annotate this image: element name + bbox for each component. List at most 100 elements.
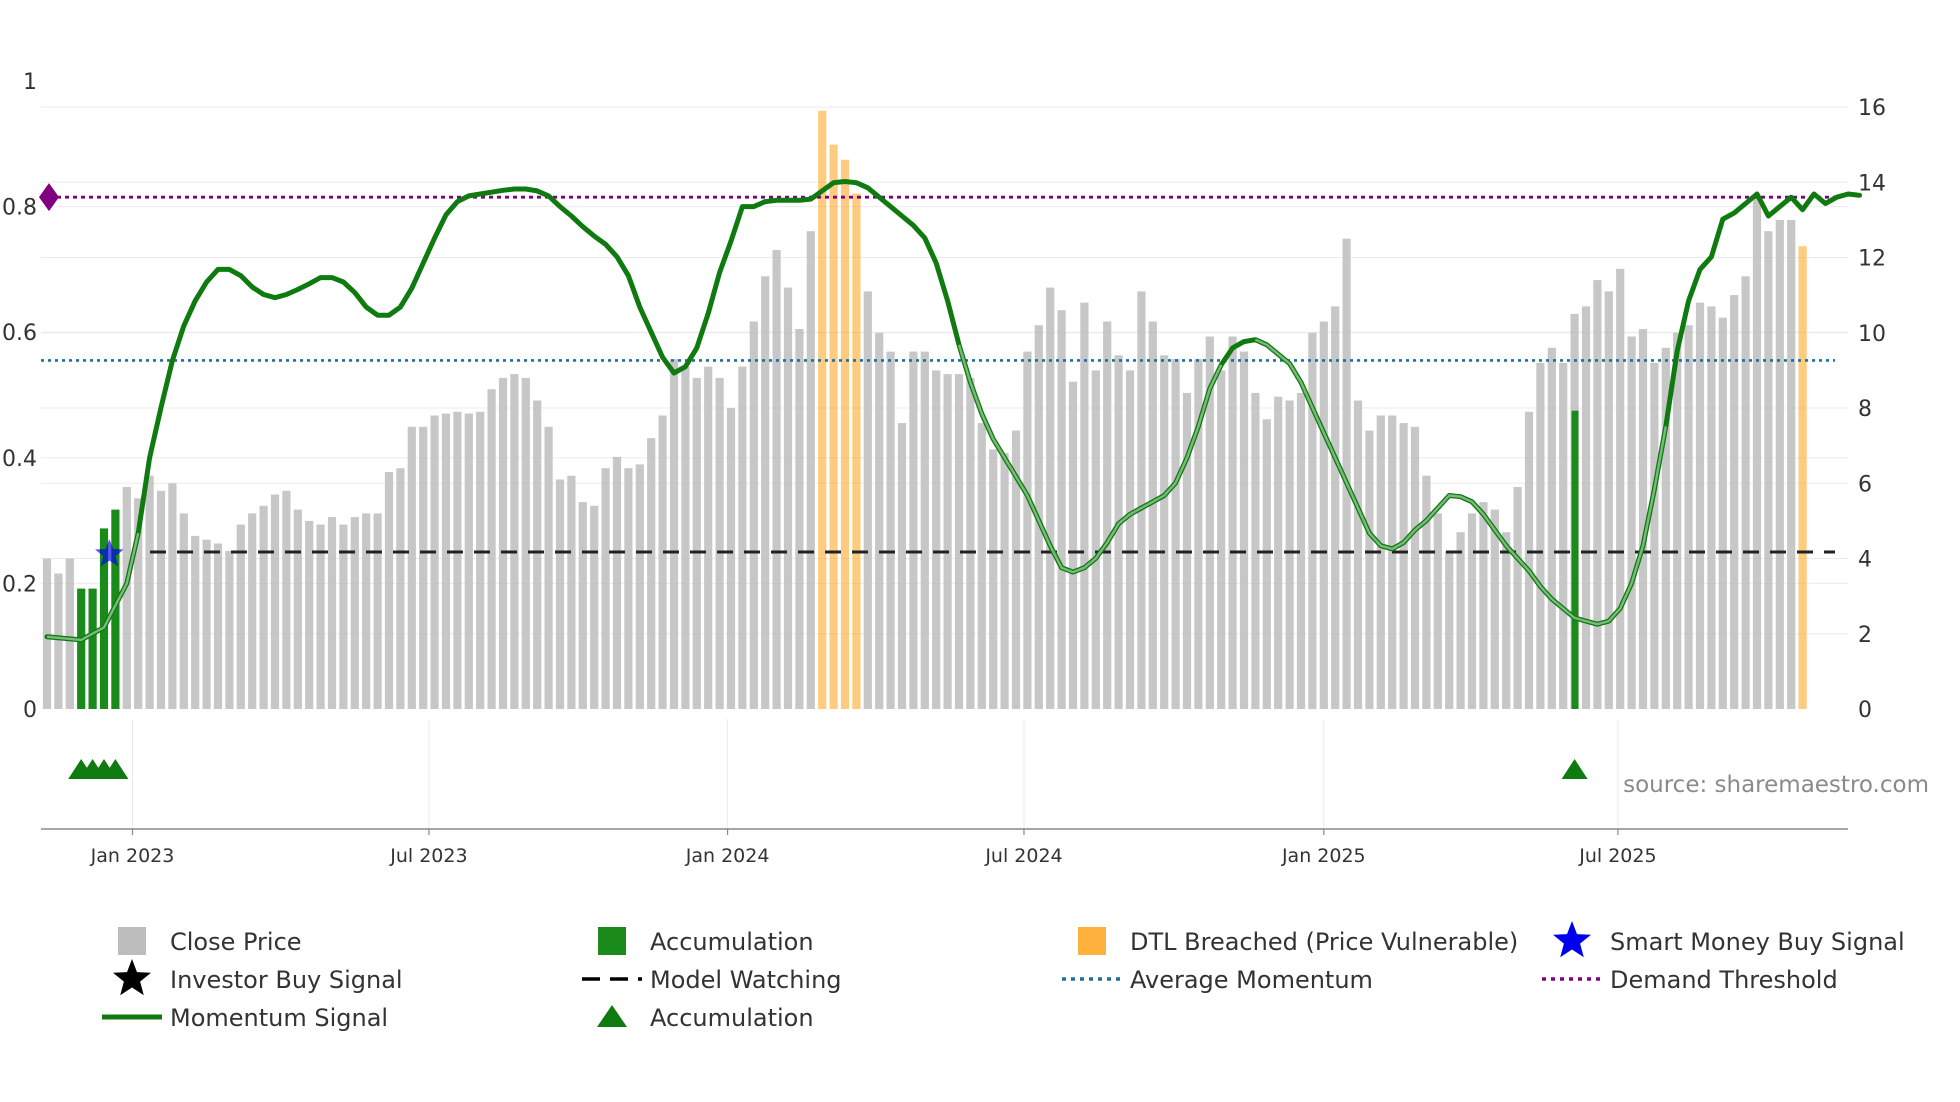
accumulation-bar: [1571, 410, 1579, 709]
price-bar: [1593, 280, 1602, 709]
price-bar: [362, 513, 371, 709]
price-bar: [122, 487, 131, 709]
price-bar: [977, 423, 986, 709]
price-bar: [1068, 381, 1078, 709]
price-bar: [510, 374, 519, 709]
price-bar: [1262, 419, 1271, 709]
price-bar: [1775, 219, 1784, 709]
reference-lines: [41, 195, 1835, 554]
price-bar: [1581, 306, 1591, 709]
price-bar: [293, 509, 302, 709]
price-bar: [1513, 487, 1522, 709]
price-bar: [1046, 287, 1055, 709]
price-bar: [715, 377, 724, 709]
legend-close-price-label: Close Price: [170, 928, 302, 956]
price-bar: [1433, 513, 1442, 709]
x-tick-label: Jan 2024: [685, 845, 770, 867]
price-bar: [1125, 370, 1135, 709]
price-bar: [42, 558, 52, 709]
price-bar: [1718, 317, 1727, 709]
legend-accumulation-swatch: [597, 1005, 627, 1027]
price-bar: [1764, 231, 1773, 709]
axes: 0 2 4 6 8 10 12 14 16 0 0.2 0.4 0.6 0.8 1 Jan 2023 Jul 2…: [2, 70, 1886, 867]
price-bar: [1296, 392, 1306, 709]
price-bar: [749, 321, 758, 709]
price-bar: [1239, 351, 1249, 709]
price-bar: [1467, 513, 1477, 709]
price-bar: [487, 389, 496, 709]
right-tick-label: 8: [1858, 397, 1872, 422]
legend-accumulation-label: Accumulation: [650, 1004, 814, 1032]
legend: Close Price Accumulation DTL Breached (Pri…: [102, 921, 1905, 1032]
price-bar: [327, 517, 337, 709]
dtl-breached-bar: [840, 159, 850, 709]
price-bar: [384, 472, 394, 709]
price-bar: [1604, 291, 1613, 709]
price-bar: [806, 231, 815, 709]
price-bar: [1365, 430, 1374, 709]
right-tick-label: 16: [1858, 96, 1886, 121]
price-bar: [772, 250, 781, 709]
right-tick-label: 4: [1858, 548, 1872, 573]
price-bar: [1114, 355, 1123, 709]
legend-close-price-swatch: [118, 927, 146, 955]
price-bar: [1445, 551, 1454, 709]
demand-threshold-marker: [39, 183, 59, 212]
price-bar: [1695, 302, 1705, 709]
price-bar: [1547, 347, 1556, 709]
price-bar: [225, 551, 234, 709]
left-tick-label: 0.6: [2, 321, 37, 346]
legend-momentum-signal-label: Momentum Signal: [170, 1004, 388, 1032]
price-bar: [1673, 332, 1682, 710]
price-bar: [1251, 392, 1260, 709]
price-bar: [373, 513, 382, 709]
price-bar: [1422, 475, 1431, 709]
dtl-breached-bar: [852, 193, 861, 709]
price-bar: [1536, 362, 1545, 709]
price-bar: [339, 524, 348, 709]
smart-money-buy-star: [95, 539, 124, 567]
left-tick-label: 1: [23, 70, 37, 95]
dtl-breached-bar: [1798, 246, 1807, 709]
price-bar: [1616, 268, 1625, 709]
price-bar: [1752, 197, 1762, 710]
accumulation-triangle-marker: [1561, 759, 1588, 779]
left-tick-label: 0.4: [2, 447, 37, 472]
momentum-signal: [44, 179, 1863, 643]
price-bar: [282, 490, 291, 709]
right-tick-label: 10: [1858, 322, 1886, 347]
price-bar: [1160, 355, 1169, 709]
price-bar: [1627, 336, 1636, 709]
price-bar: [1376, 415, 1385, 709]
price-bar: [761, 276, 770, 709]
price-bar: [1217, 370, 1226, 709]
price-bar: [179, 513, 188, 709]
price-bar: [191, 535, 200, 709]
price-bar: [795, 329, 804, 709]
price-bar: [419, 426, 428, 709]
price-bar: [1091, 370, 1100, 709]
price-bar: [213, 543, 223, 709]
price-bar: [1787, 219, 1796, 709]
right-tick-label: 2: [1858, 623, 1872, 648]
price-bar: [1194, 359, 1203, 709]
x-tick-label: Jul 2025: [1578, 845, 1656, 867]
price-bar: [863, 291, 872, 709]
price-bar: [1205, 336, 1214, 709]
price-bar: [1479, 502, 1488, 709]
x-tick-label: Jan 2025: [1281, 845, 1366, 867]
price-bar: [1388, 415, 1397, 709]
price-bar: [624, 468, 633, 709]
price-bar: [1741, 276, 1750, 709]
price-bar: [897, 423, 907, 709]
price-bar: [647, 438, 656, 709]
price-bar: [533, 400, 542, 709]
right-tick-label: 6: [1858, 472, 1872, 497]
price-bar: [54, 573, 63, 709]
price-bar: [453, 411, 462, 709]
price-bar: [783, 287, 793, 709]
price-bar: [943, 374, 952, 709]
accumulation-bar: [99, 528, 109, 709]
price-bar: [875, 332, 884, 710]
legend-dtl-breached-price-vulnerable-swatch: [1078, 927, 1106, 955]
